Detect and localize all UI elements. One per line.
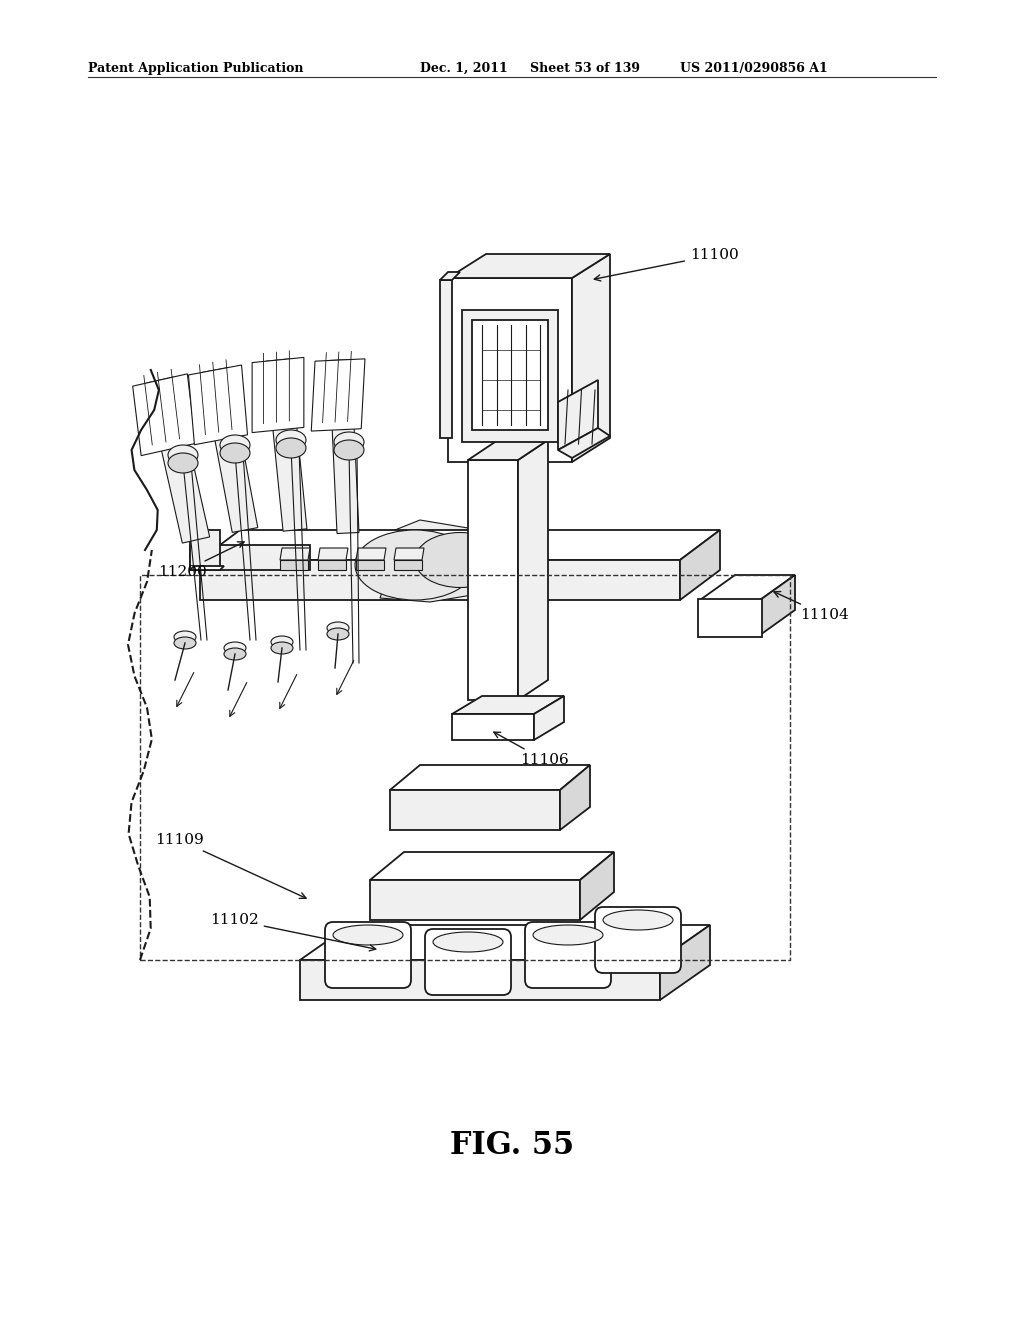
Polygon shape <box>580 851 614 920</box>
Polygon shape <box>452 696 564 714</box>
Ellipse shape <box>433 932 503 952</box>
Ellipse shape <box>168 445 198 465</box>
Polygon shape <box>356 560 384 570</box>
Polygon shape <box>190 545 310 570</box>
Polygon shape <box>318 560 346 570</box>
Text: 11200: 11200 <box>158 541 244 579</box>
Polygon shape <box>560 766 590 830</box>
Polygon shape <box>200 531 720 560</box>
Polygon shape <box>390 766 590 789</box>
Polygon shape <box>318 548 348 560</box>
Ellipse shape <box>168 453 198 473</box>
Ellipse shape <box>271 636 293 648</box>
Polygon shape <box>356 548 386 560</box>
Polygon shape <box>370 851 614 880</box>
Polygon shape <box>449 279 572 462</box>
Polygon shape <box>518 440 548 700</box>
Polygon shape <box>558 428 610 458</box>
Polygon shape <box>300 960 660 1001</box>
Polygon shape <box>534 696 564 741</box>
Polygon shape <box>190 566 224 570</box>
Ellipse shape <box>224 648 246 660</box>
Polygon shape <box>700 601 760 635</box>
Text: Patent Application Publication: Patent Application Publication <box>88 62 303 75</box>
Polygon shape <box>468 440 548 459</box>
Text: US 2011/0290856 A1: US 2011/0290856 A1 <box>680 62 827 75</box>
Polygon shape <box>394 548 424 560</box>
Ellipse shape <box>174 638 196 649</box>
Text: Dec. 1, 2011: Dec. 1, 2011 <box>420 62 508 75</box>
Polygon shape <box>394 560 422 570</box>
Ellipse shape <box>220 436 250 455</box>
Ellipse shape <box>271 642 293 653</box>
Polygon shape <box>133 374 196 455</box>
Polygon shape <box>462 310 558 442</box>
Ellipse shape <box>224 642 246 653</box>
Polygon shape <box>390 789 560 830</box>
Polygon shape <box>760 576 795 635</box>
Text: Sheet 53 of 139: Sheet 53 of 139 <box>530 62 640 75</box>
Polygon shape <box>680 531 720 601</box>
Ellipse shape <box>220 444 250 463</box>
Polygon shape <box>329 359 359 533</box>
Ellipse shape <box>174 631 196 643</box>
Ellipse shape <box>603 909 673 931</box>
Polygon shape <box>440 280 452 438</box>
Polygon shape <box>280 548 310 560</box>
Polygon shape <box>452 714 534 741</box>
Polygon shape <box>660 925 710 1001</box>
Polygon shape <box>188 366 248 445</box>
Ellipse shape <box>534 925 603 945</box>
FancyBboxPatch shape <box>425 929 511 995</box>
Polygon shape <box>572 253 610 462</box>
FancyBboxPatch shape <box>525 921 611 987</box>
Ellipse shape <box>333 925 403 945</box>
Ellipse shape <box>355 531 475 601</box>
FancyBboxPatch shape <box>325 921 411 987</box>
Ellipse shape <box>276 430 306 450</box>
Text: 11106: 11106 <box>494 733 568 767</box>
Polygon shape <box>472 319 548 430</box>
Polygon shape <box>266 359 307 531</box>
Polygon shape <box>190 531 220 570</box>
Polygon shape <box>440 272 460 280</box>
Text: 11100: 11100 <box>594 248 738 281</box>
Polygon shape <box>300 520 510 601</box>
Polygon shape <box>700 576 795 601</box>
Polygon shape <box>380 540 520 602</box>
FancyBboxPatch shape <box>595 907 681 973</box>
Ellipse shape <box>327 622 349 634</box>
Polygon shape <box>558 380 598 450</box>
Text: 11104: 11104 <box>774 591 849 622</box>
Ellipse shape <box>276 438 306 458</box>
Text: 11109: 11109 <box>155 833 306 899</box>
Polygon shape <box>200 560 680 601</box>
Ellipse shape <box>334 432 364 451</box>
Text: FIG. 55: FIG. 55 <box>450 1130 574 1160</box>
Polygon shape <box>449 253 610 279</box>
Ellipse shape <box>327 628 349 640</box>
Polygon shape <box>252 358 304 433</box>
Polygon shape <box>280 560 308 570</box>
Text: 11102: 11102 <box>210 913 376 950</box>
Ellipse shape <box>334 440 364 459</box>
Ellipse shape <box>415 532 505 587</box>
Polygon shape <box>468 459 518 700</box>
Polygon shape <box>370 880 580 920</box>
Polygon shape <box>300 925 710 960</box>
Polygon shape <box>311 359 365 432</box>
Polygon shape <box>146 378 210 543</box>
FancyBboxPatch shape <box>698 599 762 638</box>
Polygon shape <box>202 367 258 532</box>
